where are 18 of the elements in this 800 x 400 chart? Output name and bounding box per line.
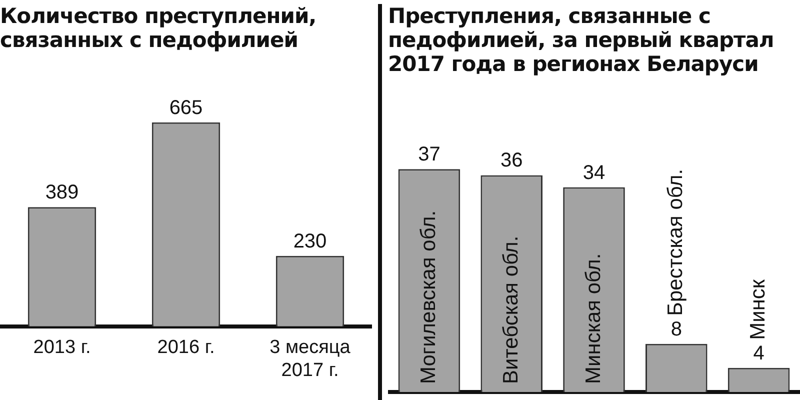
x-tick-label: Минск <box>746 278 770 340</box>
data-label: 665 <box>169 96 203 119</box>
chart-title: Количество преступлений, связанных с педофилией <box>0 4 318 52</box>
data-label: 230 <box>293 230 327 252</box>
x-tick-label: Минская обл. <box>582 253 605 384</box>
data-label: 34 <box>582 162 606 184</box>
x-tick-label: 2016 г. <box>157 337 215 358</box>
data-label: 37 <box>418 144 440 166</box>
x-tick-label: Витебская обл. <box>499 236 522 384</box>
x-tick-label: Брестская обл. <box>664 168 688 316</box>
x-tick-label: 2013 г. <box>33 337 91 358</box>
x-tick-label: 3 месяца 2017 г. <box>270 337 351 381</box>
data-label: 8 <box>670 318 682 340</box>
chart-title: Преступления, связанные с педофилией, за первый квартал 2017 года в регионах Беларуси <box>388 4 775 76</box>
data-label: 4 <box>753 342 764 364</box>
x-tick-label: Могилевская обл. <box>416 210 440 384</box>
data-label: 36 <box>500 150 523 172</box>
data-label: 389 <box>45 182 79 204</box>
